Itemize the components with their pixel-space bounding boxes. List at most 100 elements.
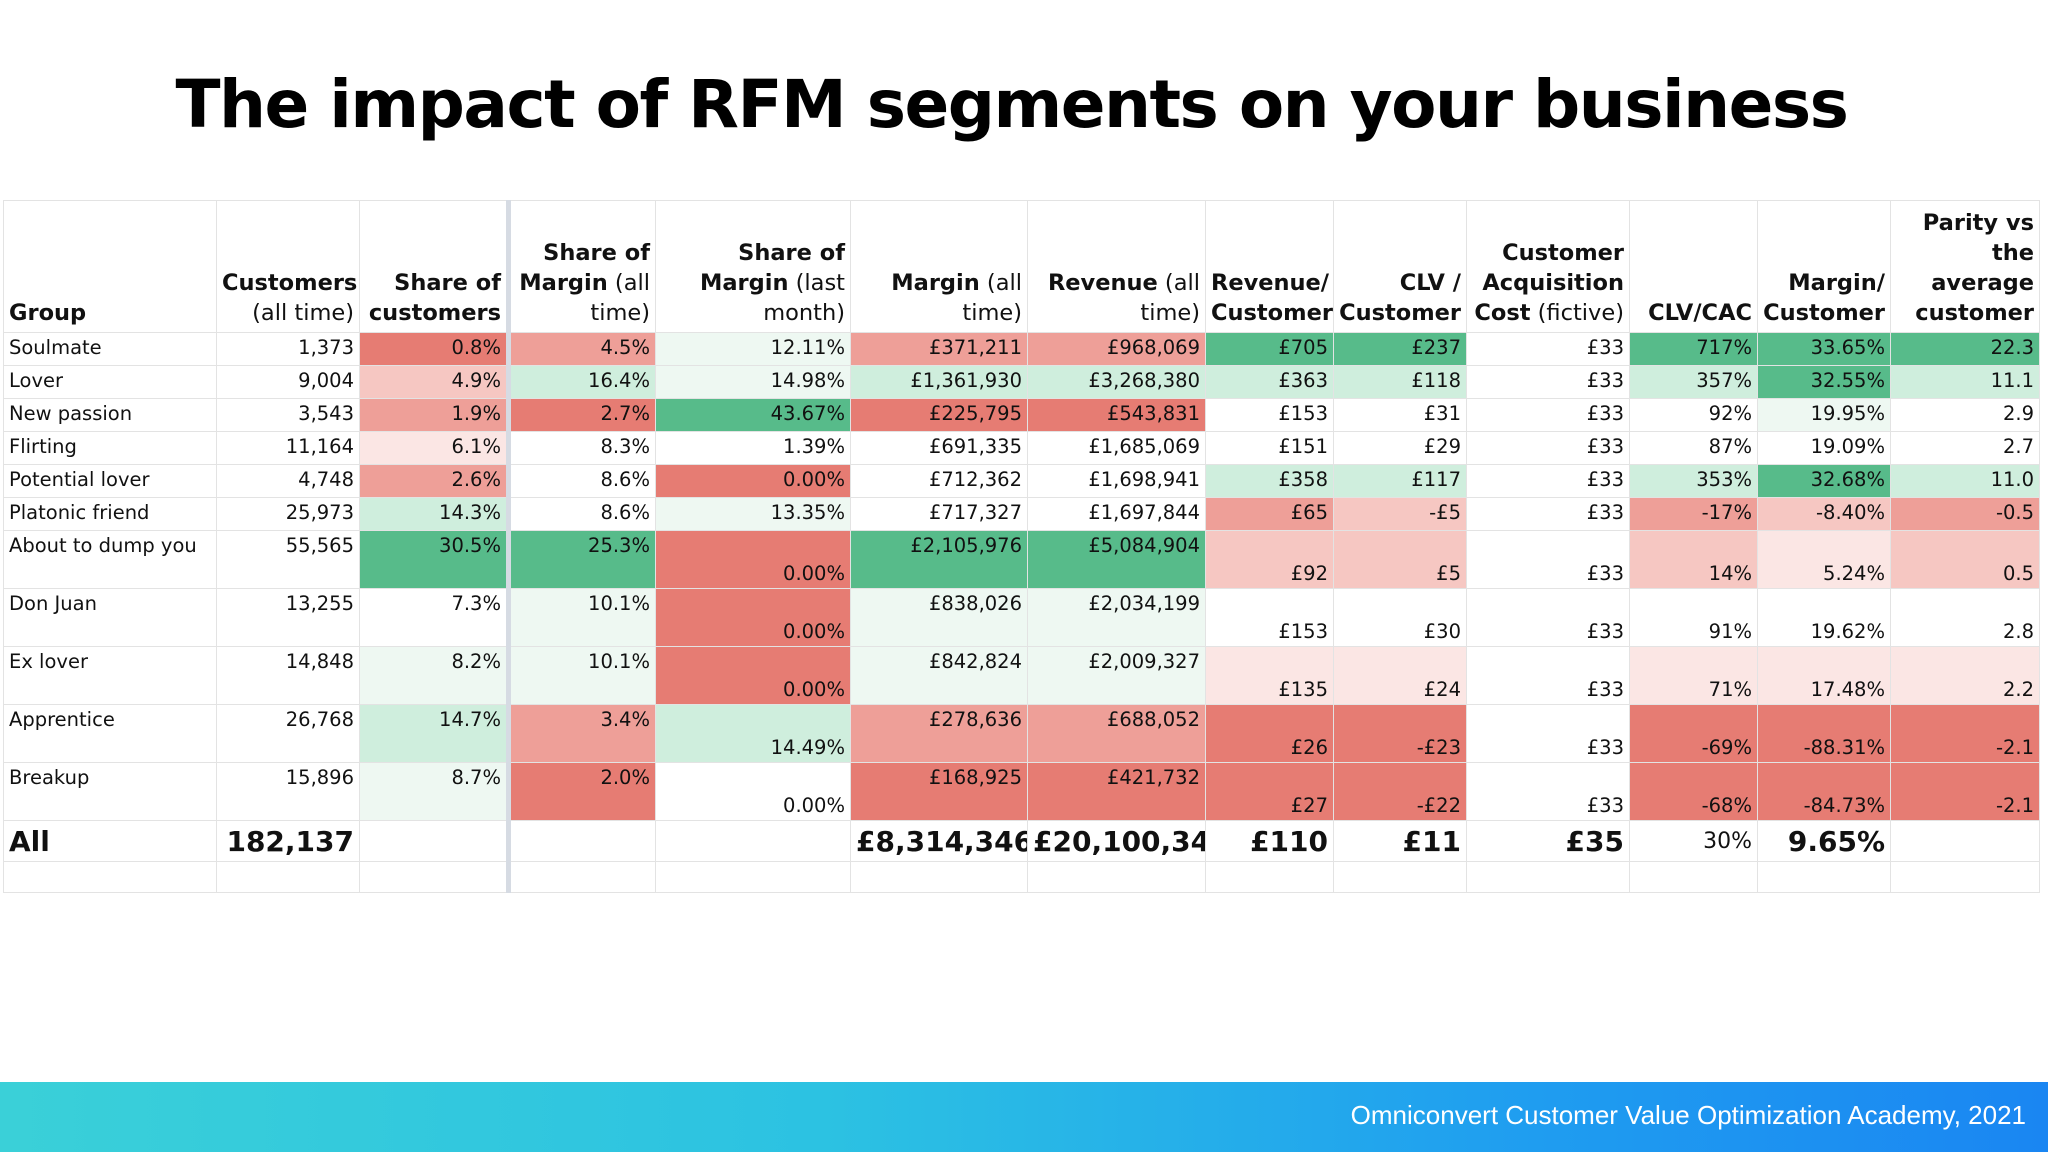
cell-revenue: £1,698,941 <box>1027 464 1206 498</box>
cell-parity-vs-the-average-customer: -2.1 <box>1890 762 2040 821</box>
cell-share-of-margin: 2.0% <box>506 762 656 821</box>
column-header-clv-cac: CLV/CAC <box>1629 200 1758 333</box>
cell-clv-customer: £24 <box>1333 646 1467 705</box>
cell-customer-acquisition-cost: £33 <box>1466 365 1630 399</box>
column-header-title: Parity vs the average customer <box>1915 210 2034 326</box>
total-cell-share-of-margin <box>655 820 851 862</box>
empty-cell <box>1333 861 1467 893</box>
cell-clv-customer: £117 <box>1333 464 1467 498</box>
cell-revenue-customer: £92 <box>1205 530 1334 589</box>
cell-margin-customer: 5.24% <box>1757 530 1891 589</box>
cell-revenue-customer: £135 <box>1205 646 1334 705</box>
cell-share-of-customers: 7.3% <box>359 588 509 647</box>
column-header-share-of-customers: Share of customers <box>359 200 509 333</box>
total-cell-clv-cac: 30% <box>1629 820 1758 862</box>
empty-cell <box>1890 861 2040 893</box>
cell-parity-vs-the-average-customer: 2.8 <box>1890 588 2040 647</box>
cell-share-of-customers: 2.6% <box>359 464 509 498</box>
cell-clv-customer: £29 <box>1333 431 1467 465</box>
cell-margin: £717,327 <box>850 497 1028 531</box>
cell-customer-acquisition-cost: £33 <box>1466 332 1630 366</box>
cell-share-of-margin: 0.00% <box>655 762 851 821</box>
cell-share-of-margin: 1.39% <box>655 431 851 465</box>
empty-cell <box>1466 861 1630 893</box>
cell-share-of-margin: 25.3% <box>506 530 656 589</box>
column-header-subtitle: (all time) <box>962 270 1022 326</box>
cell-share-of-margin: 10.1% <box>506 646 656 705</box>
total-cell-revenue: £20,100,346 <box>1027 820 1206 862</box>
cell-revenue: £1,697,844 <box>1027 497 1206 531</box>
cell-customer-acquisition-cost: £33 <box>1466 497 1630 531</box>
cell-revenue: £2,034,199 <box>1027 588 1206 647</box>
table-row-ex-lover: Ex lover 14,848 8.2% 10.1% 0.00% £842,824 £2,0… <box>3 646 2040 705</box>
cell-revenue: £5,084,904 <box>1027 530 1206 589</box>
group-label: Lover <box>3 365 217 399</box>
total-cell-share-of-customers <box>359 820 509 862</box>
cell-customers: 4,748 <box>216 464 360 498</box>
column-header-group: Group <box>3 200 217 333</box>
cell-parity-vs-the-average-customer: -2.1 <box>1890 704 2040 763</box>
cell-clv-customer: -£22 <box>1333 762 1467 821</box>
column-header-subtitle: (all time) <box>252 300 354 326</box>
column-header-subtitle: (last month) <box>763 270 845 326</box>
table-row-apprentice: Apprentice 26,768 14.7% 3.4% 14.49% £278,636 £… <box>3 704 2040 763</box>
cell-clv-cac: 91% <box>1629 588 1758 647</box>
cell-share-of-margin: 3.4% <box>506 704 656 763</box>
cell-share-of-margin: 0.00% <box>655 530 851 589</box>
group-label-total: All <box>3 820 217 862</box>
cell-customer-acquisition-cost: £33 <box>1466 530 1630 589</box>
column-header-title: Revenue <box>1047 270 1158 296</box>
table-row-potential-lover: Potential lover 4,748 2.6% 8.6% 0.00% £712,36… <box>3 464 2040 498</box>
cell-customer-acquisition-cost: £33 <box>1466 704 1630 763</box>
group-label: About to dump you <box>3 530 217 589</box>
cell-revenue-customer: £65 <box>1205 497 1334 531</box>
total-cell-parity-vs-the-average-customer <box>1890 820 2040 862</box>
column-header-margin-customer: Margin/ Customer <box>1757 200 1891 333</box>
cell-share-of-margin: 16.4% <box>506 365 656 399</box>
group-label: Ex lover <box>3 646 217 705</box>
cell-revenue-customer: £363 <box>1205 365 1334 399</box>
empty-cell <box>3 861 217 893</box>
cell-revenue-customer: £151 <box>1205 431 1334 465</box>
column-header-customers: Customers (all time) <box>216 200 360 333</box>
cell-clv-customer: £30 <box>1333 588 1467 647</box>
cell-parity-vs-the-average-customer: -0.5 <box>1890 497 2040 531</box>
group-label: Apprentice <box>3 704 217 763</box>
cell-margin: £2,105,976 <box>850 530 1028 589</box>
empty-cell <box>655 861 851 893</box>
footer-text: Omniconvert Customer Value Optimization … <box>1350 1100 2026 1130</box>
cell-parity-vs-the-average-customer: 0.5 <box>1890 530 2040 589</box>
cell-clv-customer: -£5 <box>1333 497 1467 531</box>
empty-cell <box>1629 861 1758 893</box>
group-label: Soulmate <box>3 332 217 366</box>
cell-customers: 55,565 <box>216 530 360 589</box>
cell-share-of-margin: 8.3% <box>506 431 656 465</box>
group-label: New passion <box>3 398 217 432</box>
cell-share-of-margin: 14.49% <box>655 704 851 763</box>
cell-share-of-customers: 0.8% <box>359 332 509 366</box>
cell-parity-vs-the-average-customer: 2.7 <box>1890 431 2040 465</box>
cell-clv-customer: £118 <box>1333 365 1467 399</box>
cell-customer-acquisition-cost: £33 <box>1466 762 1630 821</box>
column-header-clv-customer: CLV / Customer <box>1333 200 1467 333</box>
total-cell-customers: 182,137 <box>216 820 360 862</box>
column-header-title: CLV / Customer <box>1339 270 1461 326</box>
empty-cell <box>1205 861 1334 893</box>
cell-margin-customer: 19.62% <box>1757 588 1891 647</box>
cell-margin-customer: 33.65% <box>1757 332 1891 366</box>
cell-margin: £168,925 <box>850 762 1028 821</box>
footer-bar: Omniconvert Customer Value Optimization … <box>0 1082 2048 1152</box>
total-cell-customer-acquisition-cost: £35 <box>1466 820 1630 862</box>
group-label: Don Juan <box>3 588 217 647</box>
cell-customers: 14,848 <box>216 646 360 705</box>
cell-clv-customer: -£23 <box>1333 704 1467 763</box>
cell-share-of-customers: 30.5% <box>359 530 509 589</box>
column-header-subtitle: (all time) <box>590 270 650 326</box>
cell-revenue-customer: £153 <box>1205 588 1334 647</box>
cell-clv-cac: 87% <box>1629 431 1758 465</box>
cell-clv-cac: 71% <box>1629 646 1758 705</box>
empty-cell <box>506 861 656 893</box>
cell-share-of-customers: 8.7% <box>359 762 509 821</box>
cell-share-of-margin: 0.00% <box>655 646 851 705</box>
cell-revenue: £421,732 <box>1027 762 1206 821</box>
